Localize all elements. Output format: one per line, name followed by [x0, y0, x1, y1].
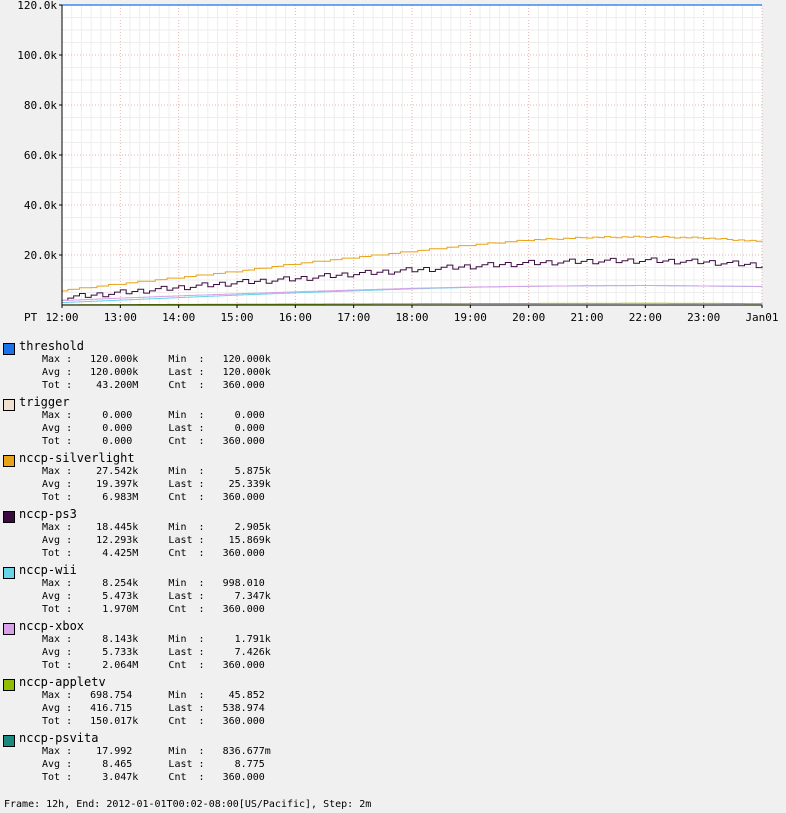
x-tick-label: 18:00	[395, 311, 428, 324]
x-tick-label: 19:00	[454, 311, 487, 324]
legend-stats-line: Tot : 1.970M Cnt : 360.000	[42, 604, 265, 615]
x-tick-label: 16:00	[279, 311, 312, 324]
y-tick-label: 20.0k	[24, 249, 57, 262]
legend-stats-line: Avg : 120.000k Last : 120.000k	[42, 367, 271, 378]
x-tick-label: 23:00	[687, 311, 720, 324]
legend-series-name: nccp-silverlight	[19, 451, 135, 465]
legend-series-name: nccp-psvita	[19, 731, 99, 745]
legend: threshold Max : 120.000k Min : 120.000k Av…	[0, 338, 786, 786]
legend-stats-line: Avg : 12.293k Last : 15.869k	[42, 535, 271, 546]
legend-swatch	[3, 399, 15, 411]
grid	[61, 4, 763, 306]
legend-series-name: nccp-wii	[19, 563, 77, 577]
x-tick-label: 17:00	[337, 311, 370, 324]
legend-stats-line: Max : 698.754 Min : 45.852	[42, 690, 265, 701]
legend-stats-line: Avg : 5.733k Last : 7.426k	[42, 647, 271, 658]
legend-stats-line: Avg : 5.473k Last : 7.347k	[42, 591, 271, 602]
footer-info: Frame: 12h, End: 2012-01-01T00:02-08:00[…	[4, 799, 372, 810]
x-tick-label: Jan01	[745, 311, 778, 324]
legend-stats-line: Avg : 19.397k Last : 25.339k	[42, 479, 271, 490]
x-tick-label: 15:00	[220, 311, 253, 324]
legend-stats-line: Max : 0.000 Min : 0.000	[42, 410, 265, 421]
legend-stats-line: Tot : 0.000 Cnt : 360.000	[42, 436, 265, 447]
axes: 20.0k 40.0k 60.0k 80.0k 100.0k 120.0k 12:00 13:…	[17, 0, 778, 324]
x-tick-label: 20:00	[512, 311, 545, 324]
x-tick-label: 21:00	[570, 311, 603, 324]
legend-entry: nccp-ps3 Max : 18.445k Min : 2.905k Avg : …	[0, 506, 786, 562]
legend-series-name: threshold	[19, 339, 85, 353]
legend-entry: threshold Max : 120.000k Min : 120.000k Av…	[0, 338, 786, 394]
y-tick-label: 120.0k	[17, 0, 57, 12]
legend-stats-line: Tot : 150.017k Cnt : 360.000	[42, 716, 265, 727]
legend-entry: nccp-wii Max : 8.254k Min : 998.010 Avg : …	[0, 562, 786, 618]
legend-series-name: trigger	[19, 395, 70, 409]
legend-entry: nccp-silverlight Max : 27.542k Min : 5.87…	[0, 450, 786, 506]
legend-series-name: nccp-appletv	[19, 675, 106, 689]
series-line-nccp-ps3	[62, 257, 763, 301]
timezone-label: PT	[24, 311, 38, 324]
legend-swatch	[3, 455, 15, 467]
legend-swatch	[3, 567, 15, 579]
legend-swatch	[3, 343, 15, 355]
y-tick-label: 60.0k	[24, 149, 57, 162]
y-tick-label: 80.0k	[24, 99, 57, 112]
legend-stats-line: Max : 27.542k Min : 5.875k	[42, 466, 271, 477]
legend-stats-line: Max : 120.000k Min : 120.000k	[42, 354, 271, 365]
x-tick-label: 22:00	[629, 311, 662, 324]
x-tick-label: 13:00	[104, 311, 137, 324]
legend-series-name: nccp-ps3	[19, 507, 77, 521]
legend-swatch	[3, 511, 15, 523]
legend-stats-line: Max : 17.992 Min : 836.677m	[42, 746, 271, 757]
y-tick-label: 100.0k	[17, 49, 57, 62]
legend-entry: trigger Max : 0.000 Min : 0.000 Avg : 0.00…	[0, 394, 786, 450]
legend-entry: nccp-appletv Max : 698.754 Min : 45.852 Av…	[0, 674, 786, 730]
legend-stats-line: Tot : 4.425M Cnt : 360.000	[42, 548, 265, 559]
x-tick-label: 14:00	[162, 311, 195, 324]
legend-swatch	[3, 735, 15, 747]
legend-stats-line: Tot : 2.064M Cnt : 360.000	[42, 660, 265, 671]
legend-swatch	[3, 679, 15, 691]
time-series-chart: 20.0k 40.0k 60.0k 80.0k 100.0k 120.0k 12:00 13:…	[17, 0, 778, 324]
x-tick-label: 12:00	[45, 311, 78, 324]
series-line-nccp-xbox	[62, 285, 763, 302]
legend-stats-line: Tot : 3.047k Cnt : 360.000	[42, 772, 265, 783]
y-tick-label: 40.0k	[24, 199, 57, 212]
legend-entry: nccp-xbox Max : 8.143k Min : 1.791k Avg : …	[0, 618, 786, 674]
legend-stats-line: Avg : 8.465 Last : 8.775	[42, 759, 265, 770]
legend-stats-line: Avg : 0.000 Last : 0.000	[42, 423, 265, 434]
legend-entry: nccp-psvita Max : 17.992 Min : 836.677m Av…	[0, 730, 786, 786]
legend-stats-line: Max : 8.143k Min : 1.791k	[42, 634, 271, 645]
legend-stats-line: Max : 8.254k Min : 998.010	[42, 578, 265, 589]
legend-swatch	[3, 623, 15, 635]
legend-stats-line: Avg : 416.715 Last : 538.974	[42, 703, 265, 714]
legend-stats-line: Max : 18.445k Min : 2.905k	[42, 522, 271, 533]
legend-stats-line: Tot : 43.200M Cnt : 360.000	[42, 380, 265, 391]
legend-series-name: nccp-xbox	[19, 619, 85, 633]
legend-stats-line: Tot : 6.983M Cnt : 360.000	[42, 492, 265, 503]
series-line-nccp-appletv	[62, 302, 763, 306]
series-line-nccp-silverlight	[62, 235, 763, 292]
